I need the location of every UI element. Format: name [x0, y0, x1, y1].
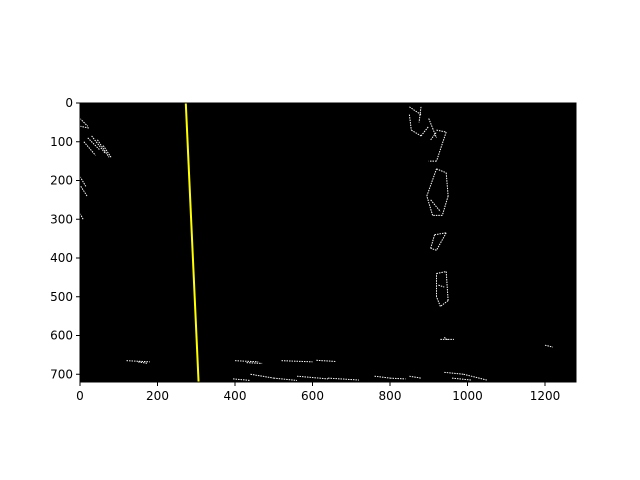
edge-segment: [316, 359, 336, 362]
edge-segment: [296, 375, 329, 380]
edge-segment: [91, 135, 106, 154]
edge-segment: [463, 373, 487, 381]
edge-segment: [440, 300, 449, 307]
plot-frame: [79, 102, 577, 383]
edge-segment: [389, 377, 406, 380]
edge-segment: [451, 377, 472, 381]
edge-segment: [432, 128, 437, 139]
y-tick-label: 100: [50, 135, 73, 149]
edge-segment: [97, 139, 110, 158]
edge-segment: [79, 125, 90, 129]
edge-segment: [544, 344, 553, 348]
plot-area: [80, 103, 576, 382]
edge-segment: [430, 199, 441, 212]
x-tick-label: 800: [379, 389, 402, 403]
edge-segment: [250, 373, 274, 379]
edge-segment: [138, 361, 148, 364]
edge-segment: [79, 118, 89, 127]
edge-segment: [411, 129, 422, 137]
x-tick-label: 600: [301, 389, 324, 403]
fitted-lane-line: [184, 102, 200, 383]
edge-segment: [233, 378, 251, 381]
edge-segment: [441, 195, 449, 216]
edge-segment: [409, 375, 422, 379]
edge-segment: [438, 284, 445, 288]
y-tick-label: 400: [50, 251, 73, 265]
edge-segment: [445, 172, 449, 197]
y-tick-label: 600: [50, 329, 73, 343]
edge-segment: [83, 141, 96, 156]
edge-segment: [436, 232, 447, 251]
edge-segment: [79, 176, 87, 187]
edge-segment: [428, 118, 434, 129]
y-tick-label: 200: [50, 174, 73, 188]
edge-segment: [430, 131, 437, 141]
edge-segment: [327, 377, 360, 381]
x-tick-label: 1000: [452, 389, 483, 403]
edge-segment: [444, 371, 464, 375]
edge-segment: [434, 232, 447, 236]
edge-segment: [87, 137, 100, 150]
edge-segment: [80, 186, 88, 197]
x-tick-label: 0: [76, 389, 84, 403]
edge-segment: [420, 125, 430, 137]
edge-segment: [246, 362, 263, 364]
edge-segment: [436, 168, 447, 174]
y-tick-label: 0: [65, 96, 73, 110]
edge-segment: [436, 271, 447, 274]
y-tick-label: 300: [50, 212, 73, 226]
edge-segment: [443, 337, 449, 341]
x-axis: 0 200 400 600 800 1000 1200: [76, 382, 560, 403]
edge-segment: [430, 247, 437, 251]
edge-segment: [436, 129, 447, 133]
edge-segment: [79, 213, 84, 220]
y-tick-label: 700: [50, 367, 73, 381]
edge-segment: [374, 375, 391, 379]
y-tick-label: 500: [50, 290, 73, 304]
edge-segment: [273, 377, 298, 381]
edge-segment: [418, 106, 422, 123]
x-tick-label: 1200: [530, 389, 561, 403]
x-tick-label: 200: [146, 389, 169, 403]
y-axis: 0 100 200 300 400 500 600 700: [50, 96, 80, 381]
edge-segment: [126, 360, 150, 363]
edge-segment: [281, 360, 313, 363]
edge-segment: [436, 296, 441, 307]
edge-segment: [234, 360, 259, 363]
x-tick-label: 400: [224, 389, 247, 403]
edge-segment: [408, 114, 412, 131]
edge-segment: [426, 195, 434, 216]
edge-pixels: [79, 106, 553, 381]
edge-segment: [436, 131, 447, 162]
